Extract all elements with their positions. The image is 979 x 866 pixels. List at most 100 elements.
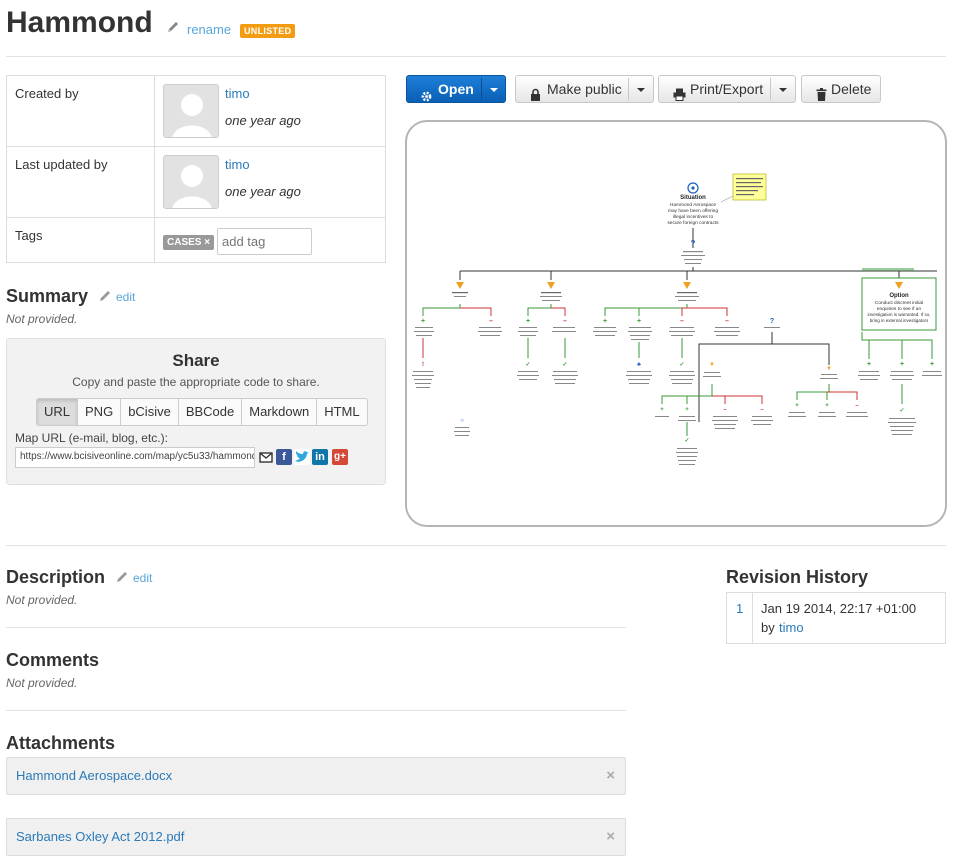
- svg-text:○: ○: [460, 418, 464, 424]
- google-plus-icon[interactable]: g+: [332, 449, 348, 465]
- svg-text:–: –: [489, 318, 493, 325]
- status-badge: UNLISTED: [240, 24, 296, 38]
- svg-text:+: +: [660, 407, 664, 413]
- svg-text:+: +: [637, 318, 641, 325]
- svg-text:✓: ✓: [679, 362, 684, 368]
- attachment-item: Sarbanes Oxley Act 2012.pdf ×: [6, 818, 626, 856]
- format-tab-markdown[interactable]: Markdown: [241, 398, 318, 426]
- share-panel: Share Copy and paste the appropriate cod…: [6, 338, 386, 485]
- option-text-2: enquiries to see if an: [877, 306, 922, 312]
- section-divider: [6, 627, 626, 628]
- email-icon[interactable]: [258, 449, 274, 465]
- format-tab-bcisive[interactable]: bCisive: [120, 398, 179, 426]
- updated-by-label: Last updated by: [15, 157, 108, 172]
- revision-user-link[interactable]: timo: [779, 620, 804, 635]
- make-public-button[interactable]: Make public: [515, 75, 654, 103]
- svg-text:–: –: [563, 318, 567, 325]
- svg-text:–: –: [723, 407, 727, 413]
- format-tab-url[interactable]: URL: [36, 398, 79, 426]
- svg-text:+: +: [795, 403, 799, 409]
- comments-value: Not provided.: [6, 676, 78, 690]
- attachment-link[interactable]: Sarbanes Oxley Act 2012.pdf: [16, 829, 185, 844]
- share-title: Share: [172, 351, 220, 370]
- created-by-user-link[interactable]: timo: [225, 86, 250, 101]
- tag-cases: CASES ×: [163, 235, 215, 250]
- revision-date: Jan 19 2014, 22:17 +01:00: [761, 601, 917, 616]
- svg-text:–: –: [680, 318, 684, 325]
- svg-text:+: +: [867, 361, 871, 368]
- summary-edit-link[interactable]: edit: [116, 290, 136, 304]
- pencil-icon[interactable]: [115, 570, 129, 584]
- delete-button[interactable]: Delete: [801, 75, 881, 103]
- avatar[interactable]: [163, 84, 219, 138]
- situation-text-4: secure foreign contracts: [667, 220, 719, 226]
- attachment-item: Hammond Aerospace.docx ×: [6, 757, 626, 795]
- svg-text:▼: ▼: [709, 362, 715, 368]
- svg-text:–: –: [725, 318, 729, 325]
- svg-text:▼: ▼: [826, 366, 832, 372]
- lock-icon: [530, 83, 541, 109]
- revision-number-link[interactable]: 1: [736, 601, 744, 616]
- section-divider: [6, 710, 626, 711]
- map-url-field[interactable]: https://www.bcisiveonline.com/map/yc5u33…: [15, 447, 255, 468]
- chevron-down-icon[interactable]: [637, 88, 645, 92]
- summary-value: Not provided.: [6, 312, 78, 326]
- printer-icon: [673, 83, 686, 109]
- svg-text:?: ?: [691, 239, 696, 248]
- map-url-label: Map URL (e-mail, blog, etc.):: [15, 431, 168, 445]
- created-by-row: Created by timo one year ago: [7, 76, 385, 147]
- print-export-button[interactable]: Print/Export: [658, 75, 796, 103]
- summary-heading: Summary: [6, 286, 89, 306]
- pencil-icon[interactable]: [166, 20, 180, 34]
- trash-icon: [816, 83, 827, 109]
- open-label: Open: [438, 81, 474, 97]
- svg-text:–: –: [760, 407, 764, 413]
- svg-text:+: +: [526, 318, 530, 325]
- open-button[interactable]: Open: [406, 75, 506, 103]
- chevron-down-icon[interactable]: [490, 88, 498, 92]
- description-heading: Description: [6, 567, 106, 587]
- revision-history-heading: Revision History: [726, 567, 869, 587]
- page-title: Hammond: [6, 6, 153, 39]
- attachment-link[interactable]: Hammond Aerospace.docx: [16, 768, 173, 783]
- revision-table: 1 Jan 19 2014, 22:17 +01:00 by timo: [726, 592, 946, 644]
- chevron-down-icon[interactable]: [779, 88, 787, 92]
- format-tab-html[interactable]: HTML: [316, 398, 368, 426]
- svg-text:♣: ♣: [637, 362, 641, 368]
- avatar[interactable]: [163, 155, 219, 209]
- tag-label: CASES: [167, 237, 202, 248]
- svg-text:+: +: [930, 361, 934, 368]
- linkedin-icon[interactable]: in: [312, 449, 328, 465]
- attachments-heading: Attachments: [6, 733, 116, 753]
- option-text-3: investigation is warranted. If so,: [867, 312, 930, 317]
- svg-text:✓: ✓: [684, 438, 689, 444]
- header-divider: [6, 56, 946, 57]
- svg-text:+: +: [825, 403, 829, 409]
- format-tab-png[interactable]: PNG: [77, 398, 122, 426]
- svg-text:+: +: [685, 407, 689, 413]
- situation-text-1: Hammond Aerospace: [670, 202, 716, 208]
- argument-map: Situation Hammond Aerospace may have bee…: [412, 173, 942, 465]
- print-export-label: Print/Export: [690, 81, 764, 97]
- delete-label: Delete: [831, 81, 872, 97]
- tags-label: Tags: [15, 228, 43, 243]
- svg-text:+: +: [603, 318, 607, 325]
- format-tab-bbcode[interactable]: BBCode: [177, 398, 243, 426]
- revision-by-label: by: [761, 620, 775, 635]
- situation-icon: [687, 182, 699, 194]
- svg-text:✓: ✓: [525, 362, 530, 368]
- add-tag-input[interactable]: [217, 228, 312, 255]
- description-edit-link[interactable]: edit: [133, 571, 153, 585]
- svg-text:+: +: [900, 361, 904, 368]
- rename-link[interactable]: rename: [187, 22, 232, 37]
- pencil-icon[interactable]: [98, 289, 112, 303]
- updated-by-user-link[interactable]: timo: [225, 157, 250, 172]
- remove-attachment-icon[interactable]: ×: [606, 767, 615, 784]
- facebook-icon[interactable]: f: [276, 449, 292, 465]
- twitter-icon[interactable]: [294, 449, 310, 465]
- description-value: Not provided.: [6, 593, 78, 607]
- map-preview[interactable]: Situation Hammond Aerospace may have bee…: [405, 120, 947, 527]
- remove-attachment-icon[interactable]: ×: [606, 828, 615, 845]
- tag-remove-icon[interactable]: ×: [204, 237, 211, 248]
- share-subtitle: Copy and paste the appropriate code to s…: [72, 375, 320, 389]
